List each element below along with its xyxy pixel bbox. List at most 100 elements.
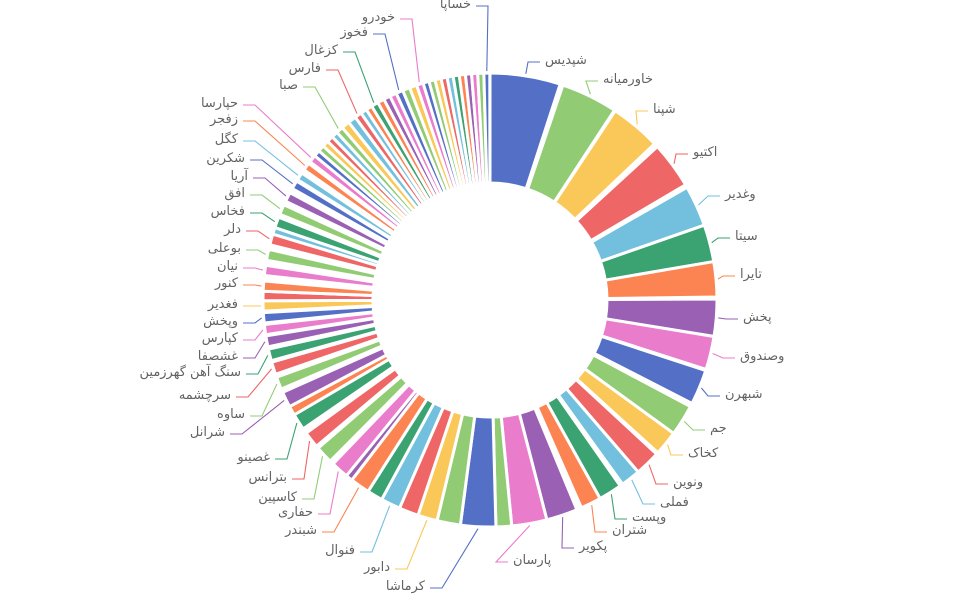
label-leader-line: [631, 479, 655, 505]
slice-label: غصینو: [237, 450, 270, 465]
slice-label: شپدیس: [545, 53, 587, 68]
label-leader-line: [318, 471, 339, 515]
slice-label: کپارس: [201, 331, 238, 346]
pie-slice[interactable]: [262, 263, 376, 289]
label-leader-line: [230, 399, 285, 435]
slice-label: تایرا: [740, 267, 762, 282]
pie-slice[interactable]: [574, 145, 688, 243]
slice-label: اکتیو: [693, 145, 718, 160]
label-leader-line: [292, 440, 311, 480]
pie-slice[interactable]: [592, 334, 708, 405]
label-leader-line: [236, 368, 273, 398]
label-leader-line: [373, 33, 400, 91]
label-leader-line: [326, 69, 358, 114]
slice-label: پخش: [743, 310, 772, 325]
label-leader-line: [525, 61, 540, 74]
pie-slice[interactable]: [553, 109, 657, 221]
slice-label: شبهرن: [725, 387, 763, 402]
label-leader-line: [243, 267, 264, 271]
label-leader-line: [322, 487, 360, 533]
slice-label: فغدیر: [207, 297, 238, 312]
label-leader-line: [243, 284, 262, 287]
label-leader-line: [610, 494, 627, 520]
slice-label: وپخش: [203, 314, 238, 329]
label-leader-line: [718, 317, 738, 320]
pie-slice[interactable]: [488, 71, 562, 191]
slice-label: ساوه: [217, 407, 245, 422]
label-leader-line: [683, 420, 705, 431]
label-leader-line: [243, 317, 263, 324]
slice-label: بترانس: [248, 470, 287, 485]
slice-label: ونوین: [673, 475, 704, 490]
label-leader-line: [250, 159, 294, 185]
slice-label: وغدیر: [725, 187, 756, 202]
slice-label: کخاک: [688, 446, 719, 461]
label-leader-line: [275, 422, 298, 460]
label-leader-line: [430, 528, 479, 589]
label-leader-line: [246, 249, 266, 255]
label-leader-line: [591, 505, 607, 533]
label-leader-line: [700, 387, 720, 397]
slice-label: پارسان: [513, 553, 552, 568]
slice-label: کنور: [214, 276, 238, 291]
slice-label: شرانل: [189, 425, 225, 440]
label-leader-line: [243, 104, 312, 158]
label-leader-line: [243, 341, 266, 359]
label-leader-line: [302, 456, 324, 500]
slice-label: غشصفا: [197, 349, 238, 364]
label-leader-line: [585, 80, 598, 95]
pie-slice[interactable]: [535, 400, 602, 510]
slice-label: سنگ آهن گهرزمین: [139, 365, 242, 380]
slice-label: خودرو: [361, 10, 395, 25]
label-leader-line: [648, 464, 668, 485]
slice-label: شتران: [612, 523, 648, 538]
slice-label: دابور: [363, 560, 390, 575]
slice-label: شبندر: [285, 523, 317, 538]
label-leader-line: [243, 140, 299, 176]
slice-label: سیتا: [735, 229, 758, 244]
label-leader-line: [635, 110, 648, 125]
pie-slice[interactable]: [556, 387, 640, 486]
slice-label: شکرین: [206, 151, 245, 166]
label-leader-line: [667, 444, 683, 456]
pie-slice[interactable]: [273, 215, 383, 265]
pie-slice[interactable]: [278, 203, 386, 258]
label-leader-line: [343, 51, 375, 103]
slice-label: فارس: [288, 61, 321, 76]
slice-label: کرماشا: [385, 579, 425, 594]
slice-label: صبا: [279, 78, 298, 93]
slice-label: خساپا: [439, 0, 471, 12]
label-leader-line: [360, 505, 391, 553]
label-leader-line: [250, 212, 276, 223]
pie-slice[interactable]: [304, 367, 403, 448]
slice-label: افق: [224, 186, 245, 201]
slice-label: فنوال: [325, 543, 355, 558]
pie-slice[interactable]: [331, 383, 418, 478]
pie-slice[interactable]: [261, 279, 375, 298]
label-leader-line: [253, 177, 287, 197]
label-leader-line: [395, 519, 428, 570]
slice-label: حپارسا: [200, 96, 238, 111]
slice-label: فخاس: [210, 204, 245, 219]
slice-label: آریا: [230, 169, 248, 184]
label-leader-line: [246, 230, 270, 240]
slice-label: فخوز: [340, 25, 368, 40]
slice-label: کزغال: [304, 43, 338, 58]
pie-slice[interactable]: [281, 346, 389, 409]
slice-label: خاورمیانه: [603, 72, 653, 87]
slice-label: شپنا: [653, 102, 676, 117]
label-leader-line: [673, 153, 688, 164]
pie-slice[interactable]: [284, 191, 389, 251]
label-leader-line: [717, 275, 735, 280]
slice-label: فملی: [660, 495, 689, 510]
slice-label: پکویر: [579, 539, 608, 554]
slice-label: وصندوق: [740, 349, 785, 364]
pie-slice[interactable]: [275, 338, 384, 391]
label-leader-line: [711, 237, 730, 244]
slice-label: زفجر: [209, 112, 238, 127]
pie-slice[interactable]: [265, 247, 378, 281]
pie-slice[interactable]: [482, 71, 492, 185]
label-leader-line: [250, 383, 278, 417]
pie-slice[interactable]: [295, 171, 395, 240]
